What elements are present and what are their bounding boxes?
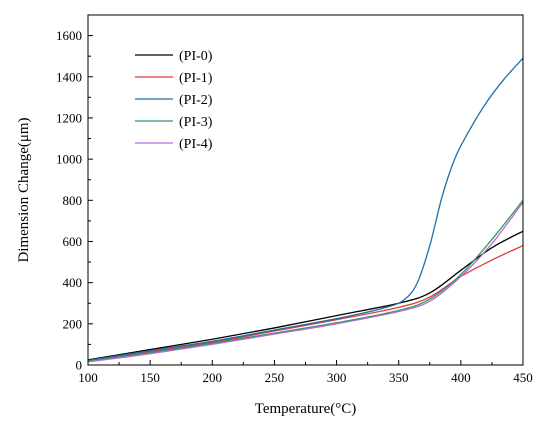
y-tick-label: 600 (63, 234, 83, 249)
x-tick-label: 250 (265, 370, 285, 385)
legend: (PI-0) (PI-1) (PI-2) (PI-3) (PI-4) (135, 49, 213, 152)
y-tick-label: 800 (63, 193, 83, 208)
series-line-4 (87, 201, 524, 363)
series-lines (87, 57, 524, 363)
legend-label-0: (PI-0) (179, 49, 213, 64)
series-line-1 (87, 245, 524, 362)
x-tick-label: 150 (140, 370, 160, 385)
y-tick-label: 1600 (56, 28, 82, 43)
legend-label-1: (PI-1) (179, 71, 213, 86)
series-line-0 (87, 230, 524, 361)
plot-frame (87, 14, 524, 366)
y-axis-title: Dimension Change(μm) (16, 117, 32, 262)
x-tick-label: 450 (513, 370, 533, 385)
legend-label-3: (PI-3) (179, 115, 213, 130)
series-line-3 (87, 199, 524, 362)
y-tick-label: 200 (63, 316, 83, 331)
x-tick-label: 100 (78, 370, 98, 385)
x-tick-label: 300 (327, 370, 347, 385)
x-axis-title: Temperature(°C) (255, 401, 357, 417)
axis-ticks (87, 35, 524, 366)
y-tick-label: 1000 (56, 152, 82, 167)
legend-label-4: (PI-4) (179, 137, 213, 152)
y-tick-label: 1200 (56, 110, 82, 125)
legend-label-2: (PI-2) (179, 93, 213, 108)
series-line-2 (87, 57, 524, 362)
y-tick-label: 1400 (56, 69, 82, 84)
x-tick-label: 200 (203, 370, 223, 385)
tick-labels: 100 150 200 250 300 350 400 450 0 200 400 600 800 100… (56, 28, 533, 385)
y-tick-label: 400 (63, 275, 83, 290)
x-tick-label: 350 (389, 370, 409, 385)
y-tick-label: 0 (76, 358, 83, 373)
x-tick-label: 400 (451, 370, 471, 385)
